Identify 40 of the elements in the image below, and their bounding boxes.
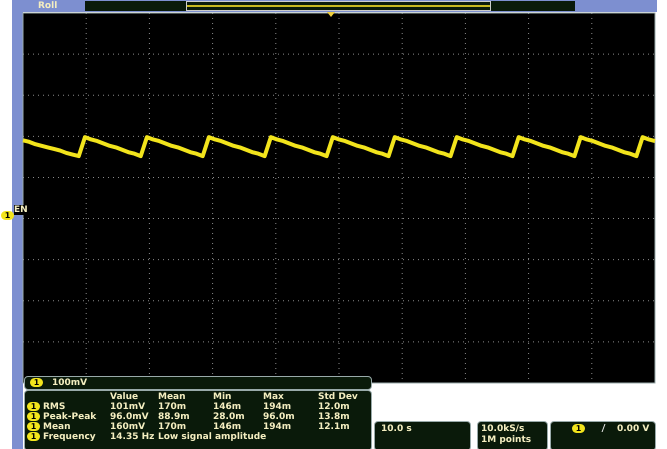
text: Roll [38, 1, 58, 11]
text: 1 [27, 402, 40, 411]
text: 88.9m [158, 412, 190, 422]
text: 1 [572, 424, 585, 433]
text: Max [263, 392, 284, 402]
text: Value [110, 392, 138, 402]
text: 1 [27, 422, 40, 431]
text: 101mV [110, 402, 146, 412]
text: 0.00 V [617, 424, 650, 434]
text: RMS [43, 402, 66, 412]
text: 14.35 Hz [110, 432, 154, 442]
text: 12.1m [318, 422, 350, 432]
text: Mean [158, 392, 186, 402]
text: 170m [158, 402, 186, 412]
text: Low signal amplitude [158, 432, 266, 442]
text: Mean [43, 422, 71, 432]
text: 13.8m [318, 412, 350, 422]
annotation: EN [14, 205, 28, 215]
text: 146m [213, 422, 242, 432]
text: 12.0m [318, 402, 350, 412]
text: Std Dev [318, 392, 358, 402]
text: 194m [263, 402, 292, 412]
text: 1 [27, 412, 40, 421]
text: 1 [27, 432, 40, 441]
text: 96.0m [263, 412, 295, 422]
text: 1 [30, 378, 43, 387]
text: Min [213, 392, 232, 402]
text: 100mV [52, 378, 88, 388]
text: 160mV [110, 422, 146, 432]
text: Frequency [43, 432, 96, 442]
text: 28.0m [213, 412, 245, 422]
text: 170m [158, 422, 186, 432]
text: 1 [1, 211, 14, 220]
text: 96.0mV [110, 412, 149, 422]
text: 194m [263, 422, 292, 432]
text: 10.0 s [381, 424, 412, 434]
text: 1M points [481, 435, 532, 445]
text: Peak-Peak [43, 412, 96, 422]
text: 146m [213, 402, 242, 412]
text: 10.0kS/s [481, 424, 524, 434]
